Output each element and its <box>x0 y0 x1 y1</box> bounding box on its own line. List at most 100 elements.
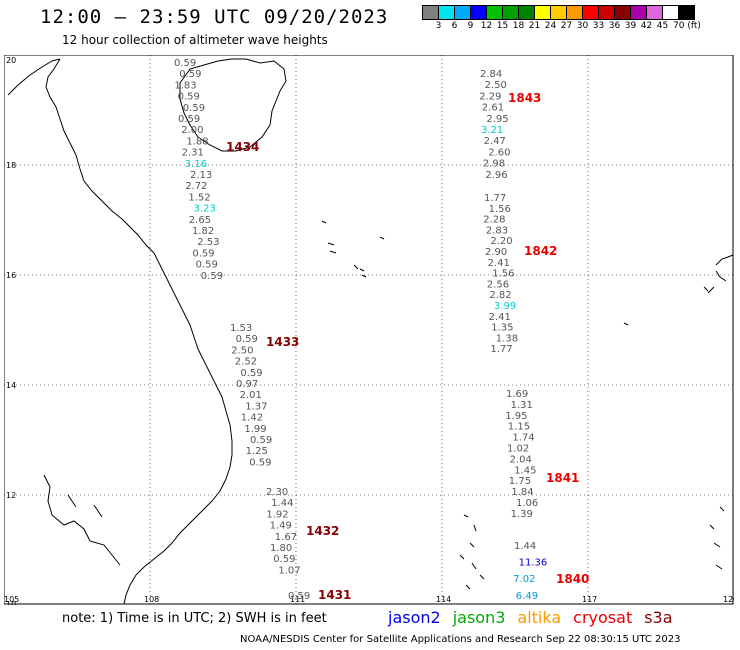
wave-height-value: 2.00 <box>181 125 203 136</box>
color-scale-swatch <box>582 5 599 20</box>
wave-height-value: 0.59 <box>240 368 262 379</box>
wave-height-value: 1.67 <box>275 532 297 543</box>
wave-height-value: 2.52 <box>235 357 257 368</box>
longitude-tick-label: 117 <box>582 595 597 604</box>
pass-time-label: 1841 <box>546 471 579 485</box>
longitude-tick-label: 108 <box>144 595 159 604</box>
color-scale-label: 39 <box>624 21 637 31</box>
wave-height-value: 1.52 <box>188 192 210 203</box>
color-scale-label: 18 <box>512 21 525 31</box>
wave-height-value: 1.53 <box>230 323 252 334</box>
wave-height-value: 2.47 <box>484 136 506 147</box>
color-scale-label: 21 <box>528 21 541 31</box>
wave-height-value: 2.41 <box>489 312 511 323</box>
satellite-pass-track: 2.301.441.921.491.671.800.591.07 1432 <box>266 487 339 576</box>
wave-height-value: 2.41 <box>488 258 510 269</box>
wave-height-value: 1.80 <box>270 543 292 554</box>
wave-height-value: 1.38 <box>496 333 518 344</box>
spratly-islets <box>459 514 485 590</box>
wave-height-value: 1.42 <box>241 413 263 424</box>
wave-height-value: 0.59 <box>273 554 295 565</box>
wave-height-value: 1.74 <box>512 433 534 444</box>
map-subtitle: 12 hour collection of altimeter wave hei… <box>62 33 328 47</box>
wave-height-value: 1.06 <box>516 498 538 509</box>
longitude-tick-label: 120 <box>723 595 734 604</box>
philippines-coast <box>707 254 734 294</box>
wave-height-value: 1.49 <box>270 521 292 532</box>
wave-height-value: 1.56 <box>489 204 511 215</box>
footer-note: note: 1) Time is in UTC; 2) SWH is in fe… <box>62 611 327 626</box>
color-scale-bar <box>422 5 695 20</box>
wave-height-value: 1.77 <box>484 193 506 204</box>
wave-height-value: 2.53 <box>197 237 219 248</box>
wave-height-value: 0.59 <box>183 103 205 114</box>
wave-height-value: 2.84 <box>480 69 502 80</box>
color-scale-label: 6 <box>451 21 458 31</box>
wave-height-value: 2.20 <box>490 236 512 247</box>
wave-height-value: 0.97 <box>236 379 258 390</box>
wave-height-value: 2.95 <box>486 114 508 125</box>
color-scale-label: 12 <box>480 21 493 31</box>
map-frame <box>4 55 734 605</box>
wave-height-value: 2.04 <box>510 454 532 465</box>
map-title: 12:00 – 23:59 UTC 09/20/2023 <box>40 6 389 28</box>
pass-time-label: 1434 <box>226 140 259 154</box>
color-scale-swatch <box>502 5 519 20</box>
mainland-coast <box>7 58 233 605</box>
eastern-islets <box>623 270 727 570</box>
wave-height-value: 2.96 <box>485 170 507 181</box>
color-scale-swatch <box>534 5 551 20</box>
satellite-pass-track: 1.44 11.36 7.02 6.49 1840 <box>513 541 589 602</box>
color-scale-swatch <box>422 5 439 20</box>
wave-height-value: 3.16 <box>185 159 207 170</box>
wave-height-value: 1.07 <box>278 565 300 576</box>
color-scale-label: 15 <box>496 21 509 31</box>
wave-height-value: 1.15 <box>508 422 530 433</box>
wave-height-value: 1.25 <box>246 446 268 457</box>
wave-height-value: 1.95 <box>505 411 527 422</box>
longitude-tick-label: 111 <box>290 595 305 604</box>
satellite-pass-track: 1.771.562.282.832.202.902.411.562.562.82… <box>483 193 557 355</box>
wave-height-value: 1.44 <box>271 498 293 509</box>
color-scale-labels: 3 6 9 12 15 18 21 24 27 30 33 36 39 42 45 70 (ft) <box>422 21 740 33</box>
color-scale-swatch <box>438 5 455 20</box>
wave-height-value: 2.90 <box>485 247 507 258</box>
wave-height-value: 0.59 <box>250 435 272 446</box>
satellite-legend: jason2 jason3 altika cryosat s3a <box>388 608 685 627</box>
satellite-pass-track: 0.59 1431 <box>288 588 351 602</box>
legend-entry-s3a: s3a <box>644 608 673 627</box>
wave-height-value: 0.59 <box>288 591 310 602</box>
wave-height-value: 3.23 <box>194 204 216 215</box>
wave-height-value: 1.44 <box>514 541 536 552</box>
wave-height-value: 1.31 <box>511 400 533 411</box>
wave-height-value: 0.59 <box>201 271 223 282</box>
wave-height-value: 11.36 <box>519 558 548 569</box>
wave-height-value: 0.59 <box>192 248 214 259</box>
wave-height-value: 1.39 <box>511 509 533 520</box>
color-scale-label: 3 <box>435 21 442 31</box>
color-scale-label: 45 <box>656 21 669 31</box>
color-scale-swatch <box>550 5 567 20</box>
legend-entry-jason3: jason3 <box>452 608 506 627</box>
wave-height-value: 0.59 <box>196 260 218 271</box>
color-scale-swatch <box>614 5 631 20</box>
color-scale-swatch <box>454 5 471 20</box>
color-scale-swatch <box>470 5 487 20</box>
wave-height-value: 2.65 <box>189 215 211 226</box>
pass-time-label: 1432 <box>306 524 339 538</box>
legend-entry-altika: altika <box>517 608 562 627</box>
color-scale-label: 42 <box>640 21 653 31</box>
wave-height-value: 2.60 <box>488 147 510 158</box>
satellite-pass-track: 1.691.311.951.151.741.022.041.451.751.84… <box>505 389 579 520</box>
wave-height-value: 1.37 <box>245 401 267 412</box>
pass-time-label: 1433 <box>266 335 299 349</box>
color-scale-swatch <box>566 5 583 20</box>
latitude-tick-label: 10 <box>6 600 16 605</box>
wave-height-value: 2.50 <box>485 80 507 91</box>
latitude-tick-label: 20 <box>6 56 16 65</box>
credit-line: NOAA/NESDIS Center for Satellite Applica… <box>240 634 681 645</box>
wave-height-value: 2.72 <box>185 181 207 192</box>
wave-height-value: 3.99 <box>494 301 516 312</box>
color-scale-label: 27 <box>560 21 573 31</box>
pass-time-label: 1842 <box>524 244 557 258</box>
